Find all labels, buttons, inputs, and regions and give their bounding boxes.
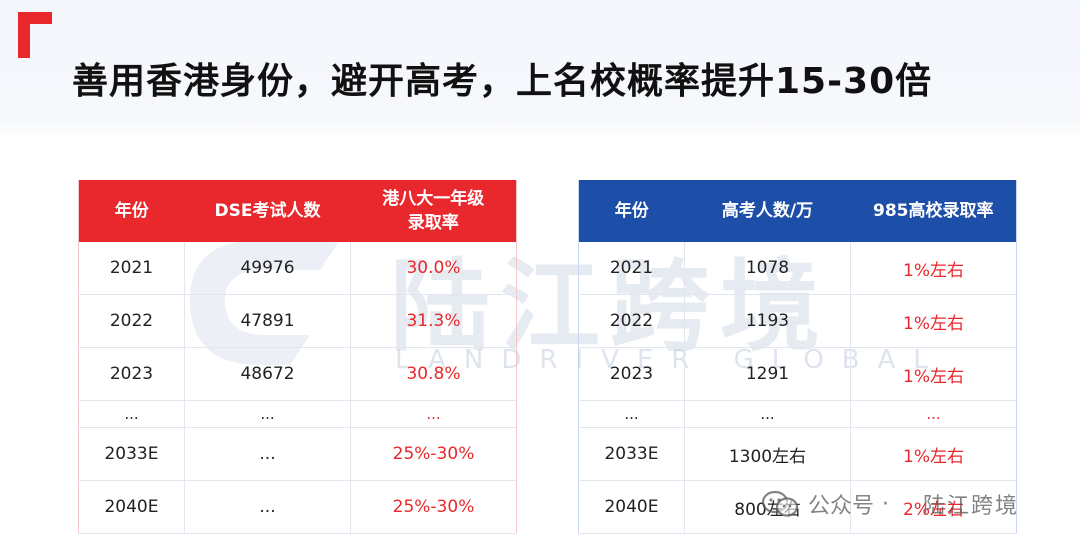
wechat-icon [761,490,799,517]
cell-year: 2022 [578,294,685,348]
cell-year: 2022 [78,294,185,348]
header-hk-admission-rate: 港八大一年级 录取率 [350,180,517,242]
cell-count: 1078 [684,242,851,295]
table-row-ellipsis: ... ... ... [78,400,517,428]
header-year: 年份 [578,180,685,242]
hk-dse-table: 年份 DSE考试人数 港八大一年级 录取率 2021 49976 30.0% 2… [78,180,517,534]
cell-year: 2033E [578,427,685,481]
cell-rate: 1%左右 [850,347,1017,401]
header-line-2: 录取率 [407,213,459,233]
header-dse-count: DSE考试人数 [184,180,351,242]
footer-account-name: 陆江跨境 [923,494,1020,519]
header-year: 年份 [78,180,185,242]
cell-count: ... [184,400,351,428]
cell-rate: 30.0% [350,242,517,295]
corner-bracket-icon [18,12,52,58]
table-row: 2023 1291 1%左右 [578,347,1017,401]
footer-channel-label: 公众号 [808,494,875,519]
footer-separator: · [882,491,890,517]
cell-rate: 1%左右 [850,427,1017,481]
cell-count: 1300左右 [684,427,851,481]
table-row: 2022 47891 31.3% [78,294,517,348]
page-title: 善用香港身份，避开高考，上名校概率提升15-30倍 [72,61,933,102]
table-header-row: 年份 高考人数/万 985高校录取率 [578,180,1017,242]
table-row: 2022 1193 1%左右 [578,294,1017,348]
table-row: 2040E ... 25%-30% [78,480,517,534]
table-row: 2021 49976 30.0% [78,242,517,295]
cell-rate: 31.3% [350,294,517,348]
cell-year: 2021 [578,242,685,295]
table-row: 2040E 800左右 2%左右 [578,480,1017,534]
cell-count: 47891 [184,294,351,348]
gaokao-table: 年份 高考人数/万 985高校录取率 2021 1078 1%左右 2022 1… [578,180,1017,534]
header-line-1: 港八大一年级 [382,189,485,209]
header-985-admission-rate: 985高校录取率 [850,180,1017,242]
table-header-row: 年份 DSE考试人数 港八大一年级 录取率 [78,180,517,242]
cell-rate: 2%左右 [850,480,1017,534]
cell-rate: 25%-30% [350,480,517,534]
cell-rate: ... [850,400,1017,428]
table-row: 2033E 1300左右 1%左右 [578,427,1017,481]
cell-rate: 1%左右 [850,242,1017,295]
wechat-account-watermark: 公众号 · 陆江跨境 [760,488,1019,520]
cell-rate: 30.8% [350,347,517,401]
header-gaokao-count: 高考人数/万 [684,180,851,242]
cell-year: 2040E [578,480,685,534]
cell-count: ... [184,427,351,481]
cell-count: 48672 [184,347,351,401]
table-row-ellipsis: ... ... ... [578,400,1017,428]
cell-rate: 25%-30% [350,427,517,481]
cell-count: ... [684,400,851,428]
cell-count: ... [184,480,351,534]
table-row: 2021 1078 1%左右 [578,242,1017,295]
cell-year: 2033E [78,427,185,481]
table-row: 2033E ... 25%-30% [78,427,517,481]
cell-year: 2023 [78,347,185,401]
cell-year: 2040E [78,480,185,534]
cell-year: ... [578,400,685,428]
cell-year: ... [78,400,185,428]
table-row: 2023 48672 30.8% [78,347,517,401]
cell-count: 1291 [684,347,851,401]
cell-count: 1193 [684,294,851,348]
cell-rate: ... [350,400,517,428]
cell-year: 2023 [578,347,685,401]
cell-rate: 1%左右 [850,294,1017,348]
cell-count: 49976 [184,242,351,295]
cell-year: 2021 [78,242,185,295]
